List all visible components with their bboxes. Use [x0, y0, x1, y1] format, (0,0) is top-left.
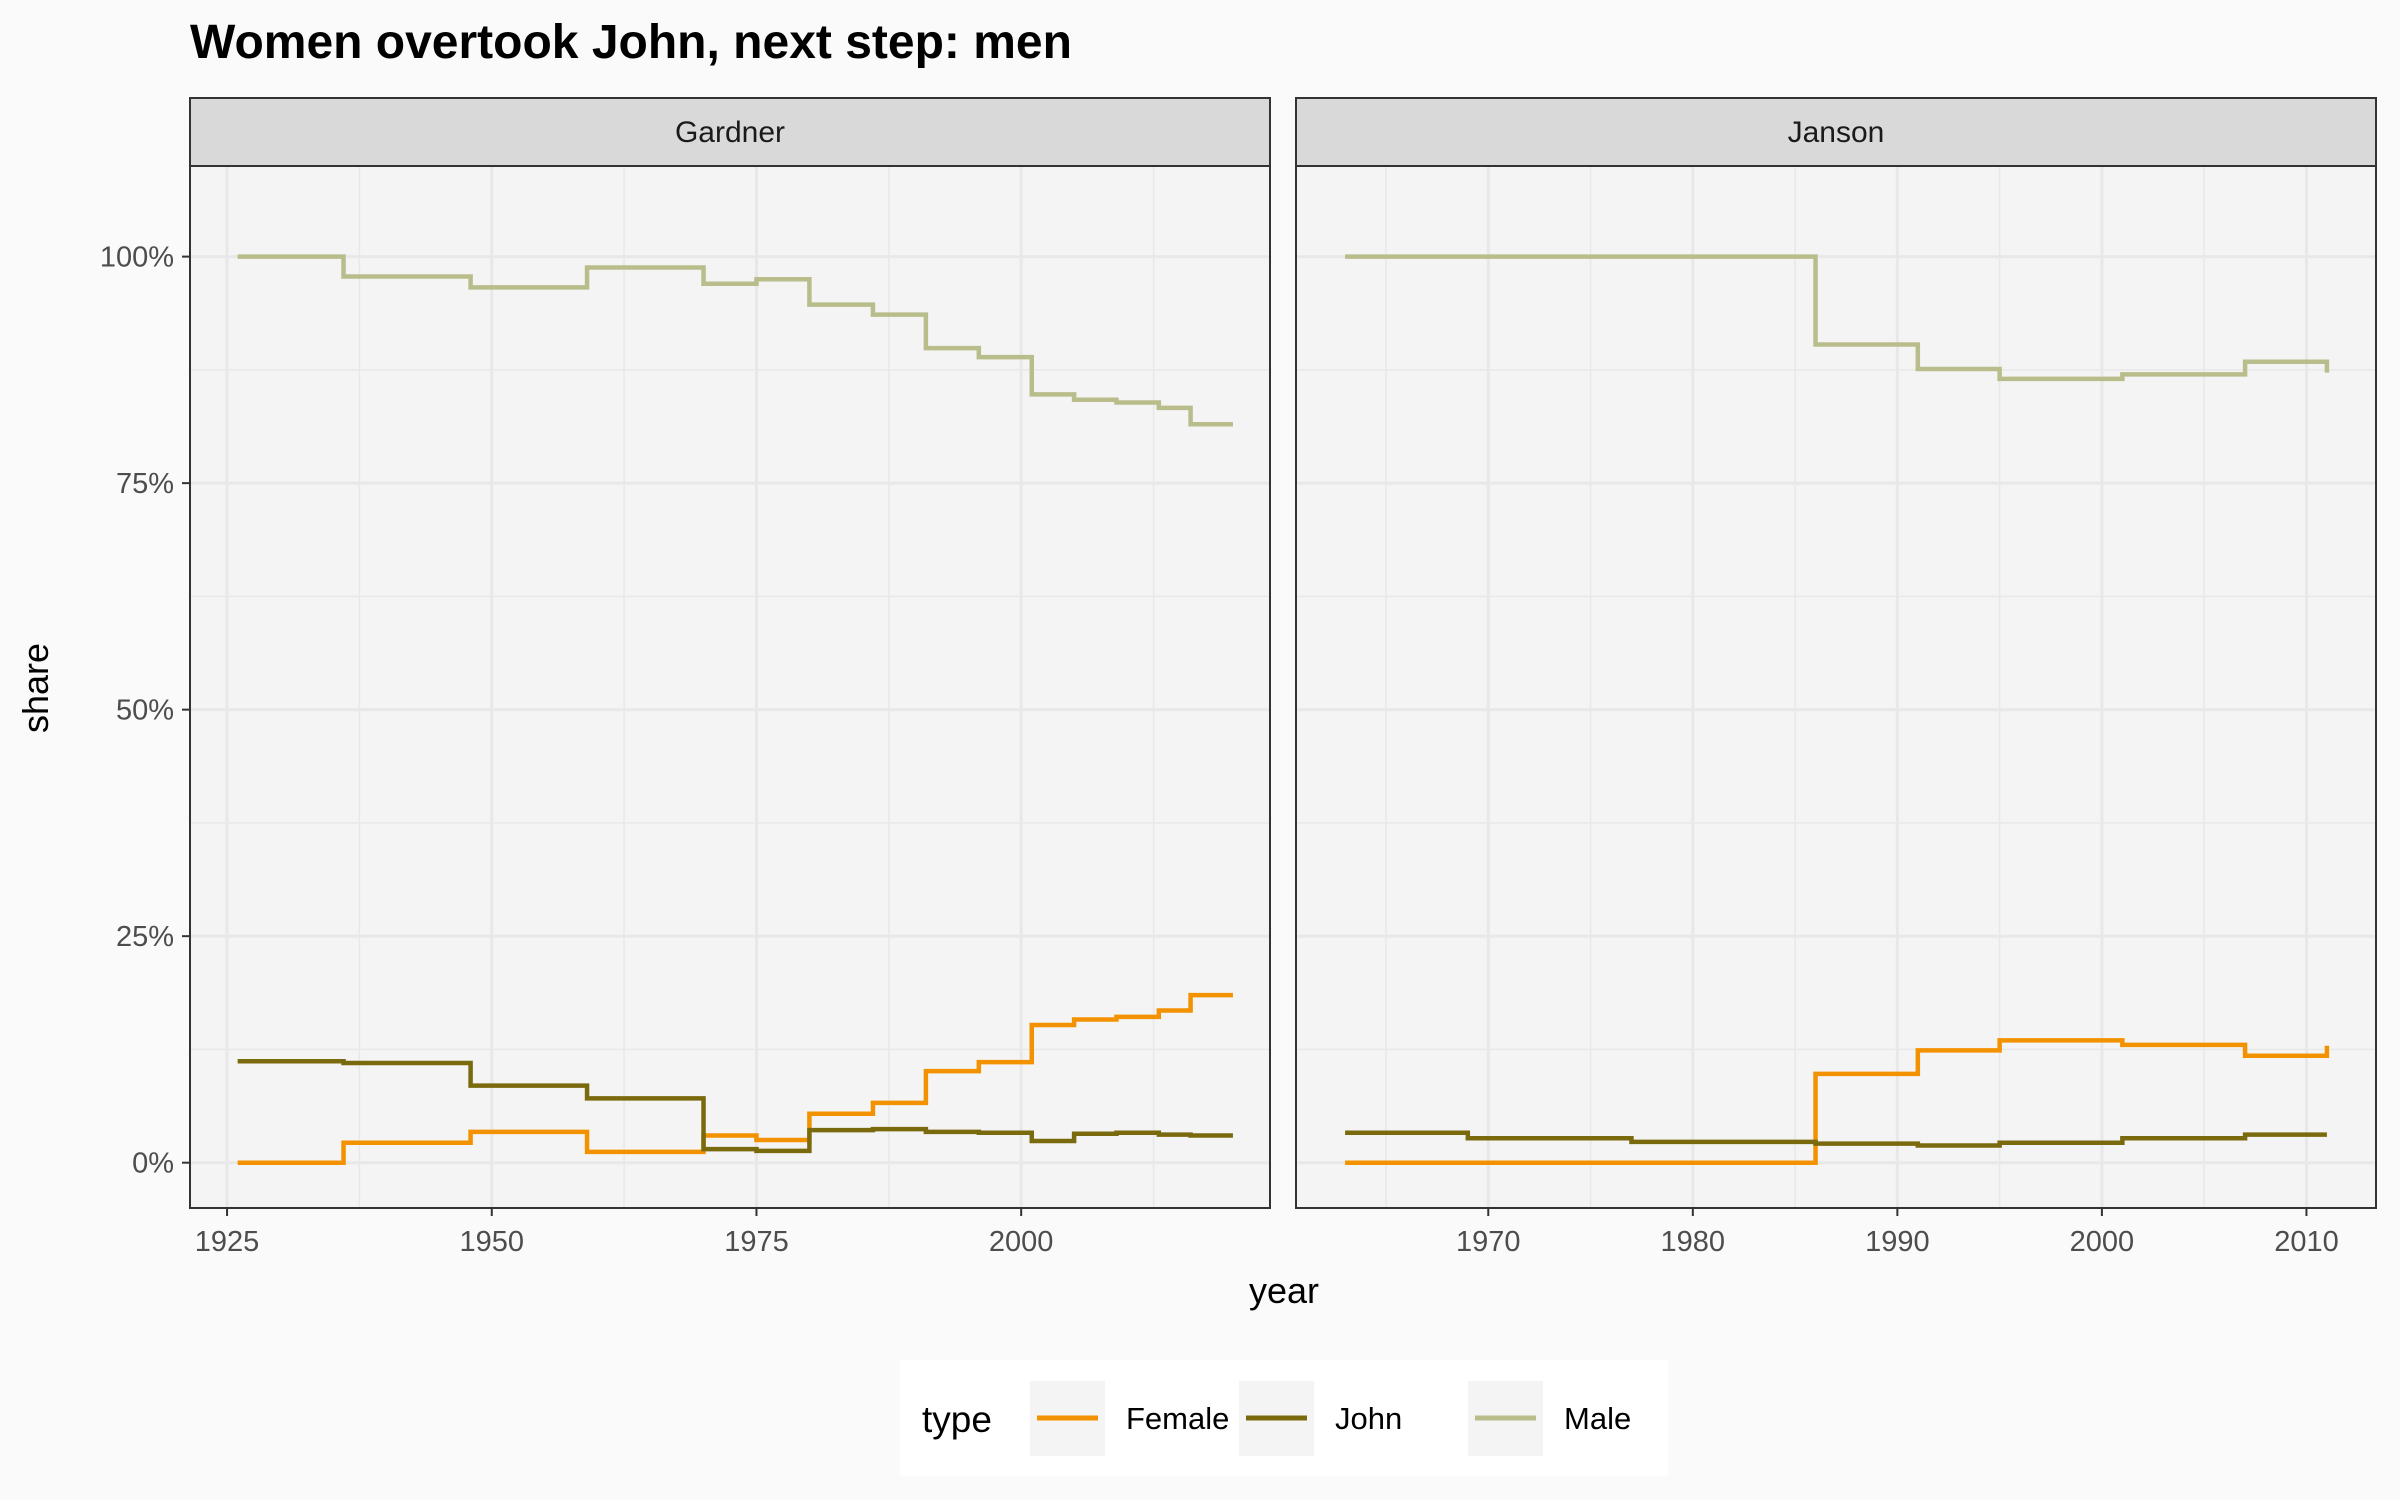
- facet-janson: Janson 1970 1980 1990 2000 2010: [1295, 97, 2377, 1258]
- x-axis-title: year: [1249, 1270, 1319, 1311]
- series-line-john: [1345, 1130, 2327, 1148]
- facet-strip: [189, 97, 1271, 167]
- y-tick-label: 50%: [116, 695, 174, 727]
- series-line-male: [237, 254, 1233, 427]
- y-axis-title: share: [15, 643, 56, 733]
- panel-background: [190, 166, 1270, 1208]
- x-tick-label: 1975: [724, 1226, 789, 1258]
- x-tick-label: 1925: [195, 1226, 260, 1258]
- series-line-female: [237, 992, 1233, 1165]
- title-part-men: men: [973, 16, 1072, 69]
- y-tick-label: 25%: [116, 921, 174, 953]
- x-tick-label: 2000: [989, 1226, 1054, 1258]
- y-tick-label: 0%: [132, 1148, 174, 1180]
- facet-strip-label: Gardner: [675, 116, 785, 149]
- legend-label-male: Male: [1564, 1401, 1631, 1436]
- x-tick-label: 1980: [1661, 1226, 1726, 1258]
- chart-title: Women overtook John, next step: men: [190, 16, 1072, 69]
- title-part-overtook: overtook: [362, 16, 591, 69]
- x-tick-label: 1970: [1456, 1226, 1521, 1258]
- legend: type Female John Male: [900, 1360, 1668, 1476]
- legend-label-john: John: [1335, 1401, 1402, 1436]
- title-part-women: Women: [190, 16, 362, 69]
- x-tick-label: 2000: [2070, 1226, 2135, 1258]
- legend-label-female: Female: [1126, 1401, 1229, 1436]
- legend-title: type: [922, 1399, 992, 1440]
- panel-border: [189, 165, 1271, 1209]
- title-part-john: John: [592, 16, 707, 69]
- series-line-female: [1345, 1038, 2330, 1165]
- x-tick-label: 2010: [2274, 1226, 2339, 1258]
- facet-panels: Gardner 1925 1950 1975 2000 0% 25% 50% 75% 100% Ja…: [100, 97, 2377, 1258]
- panel-background: [1296, 166, 2376, 1208]
- series-line-john: [237, 1058, 1233, 1154]
- series-line-male: [1345, 254, 2330, 382]
- x-tick-label: 1950: [460, 1226, 525, 1258]
- facet-gardner: Gardner 1925 1950 1975 2000 0% 25% 50% 75% 100%: [100, 97, 1271, 1258]
- y-tick-label: 100%: [100, 242, 174, 274]
- title-part-next-step: , next step:: [707, 16, 974, 69]
- panel-border: [1295, 165, 2377, 1209]
- facet-strip-label: Janson: [1788, 116, 1885, 149]
- x-tick-label: 1990: [1865, 1226, 1930, 1258]
- y-tick-label: 75%: [116, 468, 174, 500]
